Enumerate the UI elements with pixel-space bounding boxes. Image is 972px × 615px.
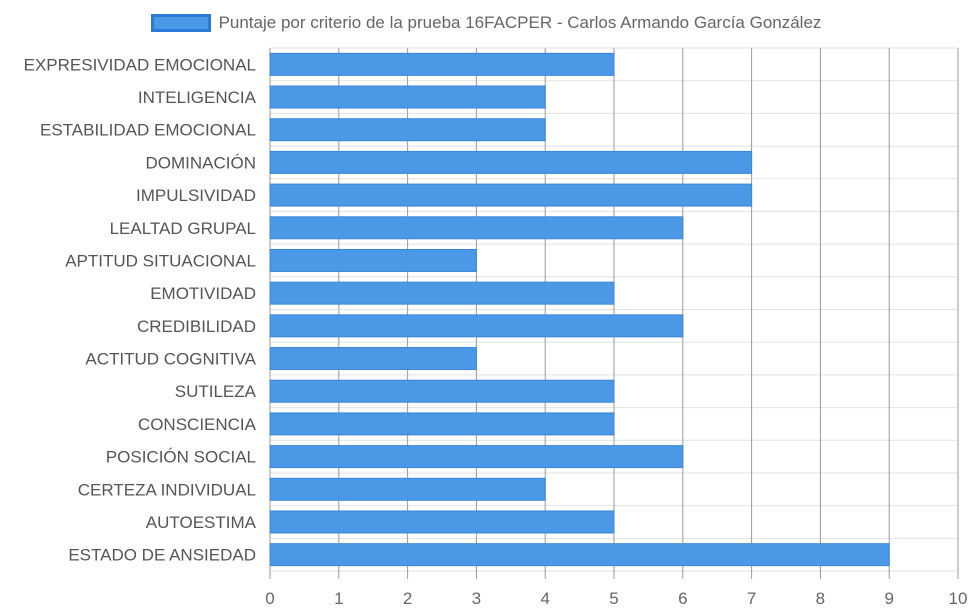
bar-consciencia[interactable] (269, 412, 615, 436)
bar-autoestima[interactable] (269, 510, 615, 534)
x-tick-label: 2 (403, 589, 412, 608)
bar-aptitud-situacional[interactable] (269, 248, 477, 272)
bar-lealtad-grupal[interactable] (269, 216, 684, 240)
category-label: LEALTAD GRUPAL (110, 219, 256, 238)
category-label: CREDIBILIDAD (137, 317, 256, 336)
bar-credibilidad[interactable] (269, 314, 684, 338)
x-tick-label: 4 (540, 589, 549, 608)
bar-emotividad[interactable] (269, 281, 615, 305)
category-label: CERTEZA INDIVIDUAL (78, 480, 256, 499)
category-label: ESTABILIDAD EMOCIONAL (40, 121, 256, 140)
legend-label: Puntaje por criterio de la prueba 16FACP… (218, 13, 822, 32)
bar-estabilidad-emocional[interactable] (269, 118, 546, 142)
bar-inteligencia[interactable] (269, 85, 546, 109)
category-label: ACTITUD COGNITIVA (85, 350, 256, 369)
x-tick-label: 9 (884, 589, 893, 608)
category-label: AUTOESTIMA (146, 513, 257, 532)
bar-impulsividad[interactable] (269, 183, 753, 207)
bar-estado-de-ansiedad[interactable] (269, 543, 890, 567)
bar-expresividad-emocional[interactable] (269, 52, 615, 76)
bar-posición-social[interactable] (269, 445, 684, 469)
x-tick-label: 6 (678, 589, 687, 608)
legend-swatch (150, 14, 211, 32)
x-tick-label: 7 (747, 589, 756, 608)
bar-actitud-cognitiva[interactable] (269, 347, 477, 371)
category-label: SUTILEZA (175, 382, 257, 401)
category-label: APTITUD SITUACIONAL (65, 251, 256, 270)
category-label: ESTADO DE ANSIEDAD (68, 546, 256, 565)
category-label: DOMINACIÓN (146, 153, 257, 172)
chart-legend[interactable]: Puntaje por criterio de la prueba 16FACP… (0, 11, 972, 35)
category-label: IMPULSIVIDAD (136, 186, 256, 205)
category-label: EMOTIVIDAD (150, 284, 256, 303)
bar-dominación[interactable] (269, 150, 753, 174)
x-tick-label: 5 (609, 589, 618, 608)
category-label: INTELIGENCIA (138, 88, 257, 107)
bar-certeza-individual[interactable] (269, 477, 546, 501)
x-tick-label: 0 (265, 589, 274, 608)
x-tick-label: 8 (816, 589, 825, 608)
category-label: EXPRESIVIDAD EMOCIONAL (24, 55, 256, 74)
x-tick-label: 10 (949, 589, 968, 608)
x-tick-label: 3 (472, 589, 481, 608)
x-tick-label: 1 (334, 589, 343, 608)
category-label: POSICIÓN SOCIAL (106, 448, 256, 467)
bar-sutileza[interactable] (269, 379, 615, 403)
category-label: CONSCIENCIA (138, 415, 257, 434)
